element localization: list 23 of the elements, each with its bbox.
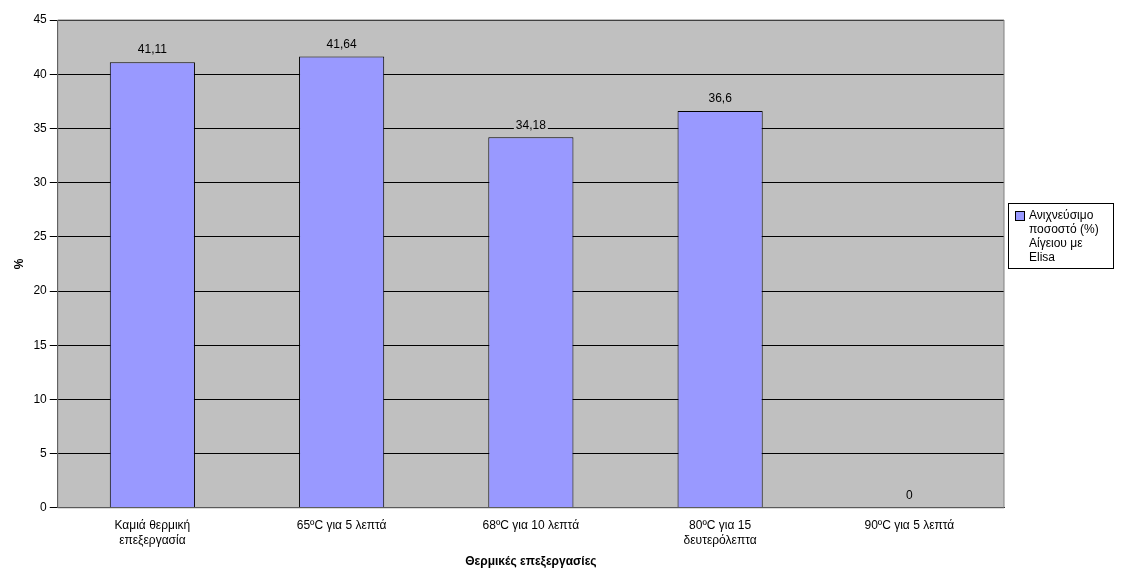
y-tick-label: 30 xyxy=(33,174,48,189)
y-tick-label: 45 xyxy=(33,12,48,27)
data-label: 41,64 xyxy=(326,36,357,51)
x-tick-label: 65ºC για 5 λεπτά xyxy=(296,518,387,533)
y-tick-label: 20 xyxy=(33,283,48,298)
y-tick-label: 0 xyxy=(40,500,48,515)
legend-label: Ανιχνεύσιμο ποσοστό (%) Αίγειου με Elisa xyxy=(1029,207,1100,264)
y-tick-label: 5 xyxy=(40,445,48,460)
x-tick-label: 80ºC για 15 δευτερόλεπτα xyxy=(683,518,757,547)
y-tick-label: 40 xyxy=(33,66,48,81)
data-label: 0 xyxy=(906,488,914,503)
y-tick-label: 25 xyxy=(33,229,48,244)
y-axis-title: % xyxy=(11,258,26,270)
y-tick-label: 10 xyxy=(33,391,48,406)
x-tick-label: Καμιά θερμική επεξεργασία xyxy=(114,518,191,547)
x-axis-title: Θερμικές επεξεργασίες xyxy=(465,554,597,569)
x-tick-label: 68ºC για 10 λεπτά xyxy=(482,518,580,533)
y-tick-label: 15 xyxy=(33,337,48,352)
data-label: 34,18 xyxy=(515,117,547,132)
x-tick-label: 90ºC για 5 λεπτά xyxy=(864,518,955,533)
data-label: 36,6 xyxy=(708,91,733,106)
data-label: 41,11 xyxy=(137,42,168,57)
y-tick-label: 35 xyxy=(33,120,48,135)
